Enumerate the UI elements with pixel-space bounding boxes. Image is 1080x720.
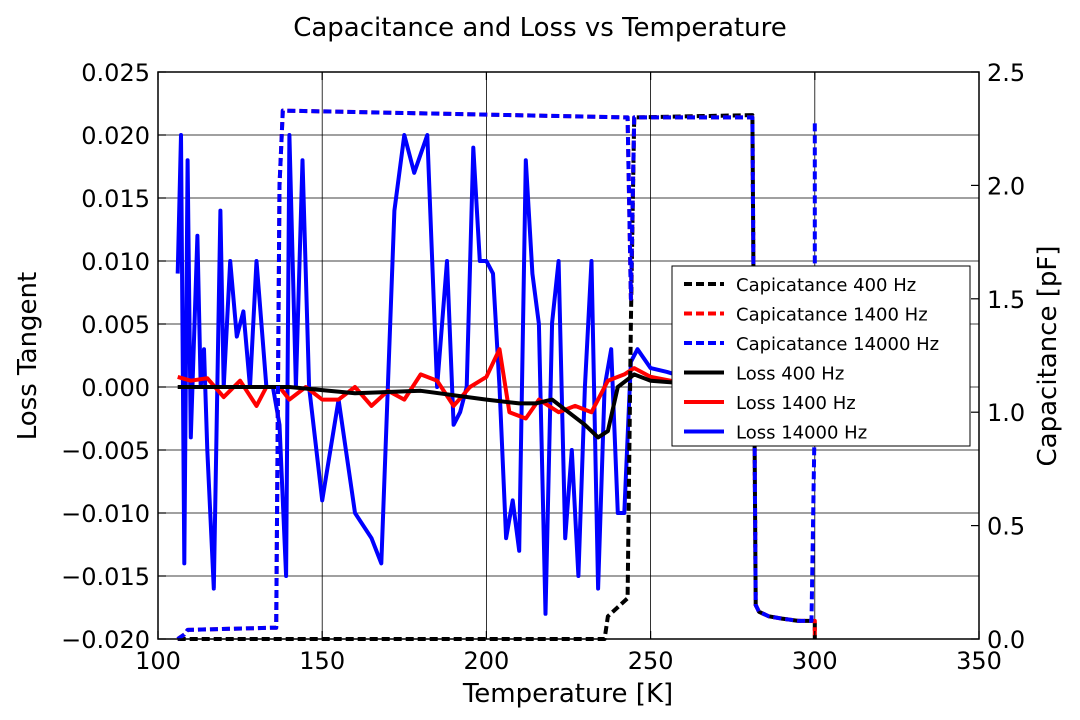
series-line-2 — [176, 108, 817, 641]
legend-label-4: Loss 1400 Hz — [736, 393, 856, 414]
y-right-tick-label: 1.0 — [987, 399, 1025, 427]
y-axis-right: 0.0 0.5 1.0 1.5 2.0 2.5 — [971, 59, 1025, 654]
legend-label-3: Loss 400 Hz — [736, 364, 844, 385]
y-right-tick-label: 0.0 — [987, 626, 1025, 654]
x-tick-label: 100 — [135, 647, 181, 675]
legend-label-5: Loss 14000 Hz — [736, 423, 867, 444]
y-right-tick-label: 2.5 — [987, 59, 1025, 87]
y-right-tick-label: 0.5 — [987, 513, 1025, 541]
x-tick-label: 200 — [463, 647, 509, 675]
y-left-tick-label: 0.025 — [81, 59, 150, 87]
legend: Capicatance 400 Hz Capicatance 1400 Hz Cap… — [671, 265, 971, 447]
chart-title: Capacitance and Loss vs Temperature — [293, 13, 787, 43]
y-left-tick-label: 0.015 — [81, 185, 150, 213]
legend-label-1: Capicatance 1400 Hz — [736, 305, 928, 326]
plot-series — [175, 108, 817, 641]
x-tick-label: 350 — [956, 647, 1002, 675]
y-left-tick-label: 0.005 — [81, 311, 150, 339]
x-tick-label: 250 — [628, 647, 674, 675]
y-left-tick-label: −0.005 — [61, 437, 150, 465]
y-right-tick-label: 2.0 — [987, 172, 1025, 200]
plot-frame — [157, 71, 980, 640]
x-axis: 100 150 200 250 300 350 — [135, 72, 1002, 675]
y-left-tick-label: 0.010 — [81, 248, 150, 276]
y-left-tick-label: −0.020 — [61, 626, 150, 654]
legend-label-0: Capicatance 400 Hz — [736, 275, 916, 296]
y-left-tick-label: −0.010 — [61, 500, 150, 528]
y-left-tick-label: 0.000 — [81, 374, 150, 402]
x-tick-label: 300 — [792, 647, 838, 675]
y-axis-right-label: Capacitance [pF] — [1033, 246, 1063, 467]
y-axis-left-label: Loss Tangent — [13, 272, 43, 440]
y-left-tick-label: 0.020 — [81, 122, 150, 150]
series-line-4 — [177, 347, 717, 421]
legend-box — [671, 265, 971, 447]
y-right-tick-label: 1.5 — [987, 286, 1025, 314]
x-tick-label: 150 — [299, 647, 345, 675]
y-axis-left: −0.020 −0.015 −0.010 −0.005 0.000 0.005 0.010 0… — [61, 59, 166, 654]
series-line-5 — [175, 133, 684, 616]
legend-label-2: Capicatance 14000 Hz — [736, 334, 939, 355]
series-line-3 — [177, 372, 717, 440]
x-axis-label: Temperature [K] — [462, 679, 673, 709]
y-left-tick-label: −0.015 — [61, 563, 150, 591]
